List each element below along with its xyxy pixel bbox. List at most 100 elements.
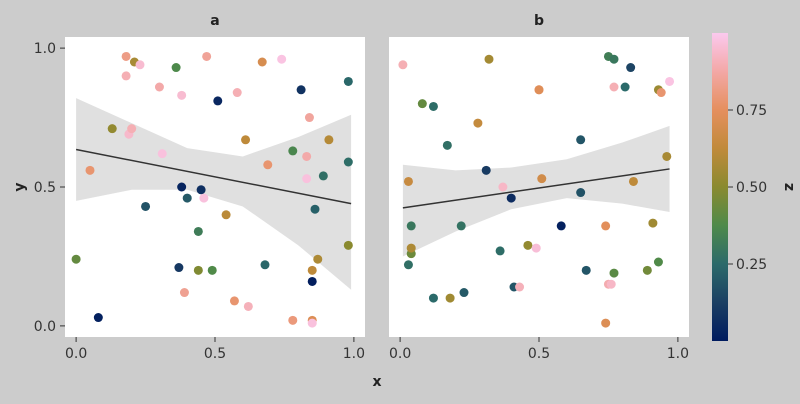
- data-point: [263, 160, 273, 170]
- data-point: [71, 254, 81, 264]
- colorbar-tick-label: 0.50: [736, 180, 767, 196]
- y-tick-label: 0.0: [34, 319, 56, 335]
- data-point: [398, 60, 408, 70]
- data-point: [288, 315, 298, 325]
- x-tick-label: 0.0: [65, 346, 87, 362]
- data-point: [199, 193, 209, 203]
- data-point: [343, 157, 353, 167]
- data-point: [445, 293, 455, 303]
- data-point: [581, 265, 591, 275]
- panel-b: b 0.0 0.5 1.0: [389, 13, 689, 362]
- data-point: [534, 85, 544, 95]
- data-point: [606, 279, 616, 289]
- data-point: [154, 82, 164, 92]
- data-point: [417, 99, 427, 109]
- regression-line: [402, 168, 670, 209]
- colorbar: [712, 33, 728, 341]
- data-point: [296, 85, 306, 95]
- y-tick-label: 0.5: [34, 180, 56, 196]
- confidence-band: [76, 98, 352, 290]
- data-point: [653, 257, 663, 267]
- data-point: [307, 276, 317, 286]
- data-point: [481, 165, 491, 175]
- data-point: [601, 221, 611, 231]
- data-point: [665, 76, 675, 86]
- x-tick-label: 1.0: [667, 346, 689, 362]
- data-point: [609, 268, 619, 278]
- data-point: [141, 201, 151, 211]
- data-point: [288, 146, 298, 156]
- data-point: [277, 54, 287, 64]
- data-point: [406, 221, 416, 231]
- data-point: [85, 165, 95, 175]
- data-point: [157, 149, 167, 159]
- data-point: [310, 204, 320, 214]
- data-point: [403, 176, 413, 186]
- colorbar-tick-label: 0.75: [736, 103, 767, 119]
- data-point: [459, 288, 469, 298]
- data-point: [213, 96, 223, 106]
- data-point: [171, 63, 181, 73]
- data-point: [428, 293, 438, 303]
- data-point: [307, 265, 317, 275]
- data-point: [515, 282, 525, 292]
- data-point: [260, 260, 270, 270]
- x-axis-title: x: [372, 374, 381, 390]
- data-point: [620, 82, 630, 92]
- data-point: [498, 182, 508, 192]
- data-point: [456, 221, 466, 231]
- data-point: [556, 221, 566, 231]
- data-point: [318, 171, 328, 181]
- regression-line: [75, 148, 352, 205]
- y-tick-label: 1.0: [34, 41, 56, 57]
- x-tick-label: 0.5: [204, 346, 226, 362]
- data-point: [193, 265, 203, 275]
- data-point: [174, 263, 184, 273]
- data-point: [473, 118, 483, 128]
- data-point: [196, 185, 206, 195]
- y-axis-title: y: [12, 182, 28, 191]
- data-point: [406, 243, 416, 253]
- confidence-band: [402, 125, 670, 257]
- data-point: [193, 226, 203, 236]
- data-point: [302, 174, 312, 184]
- colorbar-ticks: 0.25 0.50 0.75: [728, 103, 767, 273]
- data-point: [428, 101, 438, 111]
- data-point: [177, 182, 187, 192]
- data-point: [537, 174, 547, 184]
- data-point: [609, 82, 619, 92]
- panel-a: a 0.0 0.5 1.0 0.0 0.5 1.0: [34, 13, 365, 362]
- data-point: [257, 57, 267, 67]
- data-point: [506, 193, 516, 203]
- data-point: [121, 51, 131, 61]
- data-point: [484, 54, 494, 64]
- data-point: [648, 218, 658, 228]
- data-point: [656, 88, 666, 98]
- data-point: [662, 151, 672, 161]
- data-point: [442, 140, 452, 150]
- data-point: [243, 301, 253, 311]
- data-point: [626, 63, 636, 73]
- x-tick-label: 1.0: [343, 346, 365, 362]
- data-point: [523, 240, 533, 250]
- data-point: [495, 246, 505, 256]
- data-point: [609, 54, 619, 64]
- data-point: [304, 113, 314, 123]
- data-point: [179, 288, 189, 298]
- panel-a-title: a: [210, 13, 219, 29]
- x-tick-label: 0.5: [528, 346, 550, 362]
- data-point: [182, 193, 192, 203]
- data-point: [207, 265, 217, 275]
- panel-b-title: b: [534, 13, 544, 29]
- data-point: [232, 88, 242, 98]
- data-point: [135, 60, 145, 70]
- data-point: [576, 188, 586, 198]
- colorbar-tick-label: 0.25: [736, 257, 767, 273]
- data-point: [229, 296, 239, 306]
- data-point: [302, 151, 312, 161]
- x-tick-label: 0.0: [389, 346, 411, 362]
- data-point: [343, 76, 353, 86]
- data-point: [576, 135, 586, 145]
- data-point: [121, 71, 131, 81]
